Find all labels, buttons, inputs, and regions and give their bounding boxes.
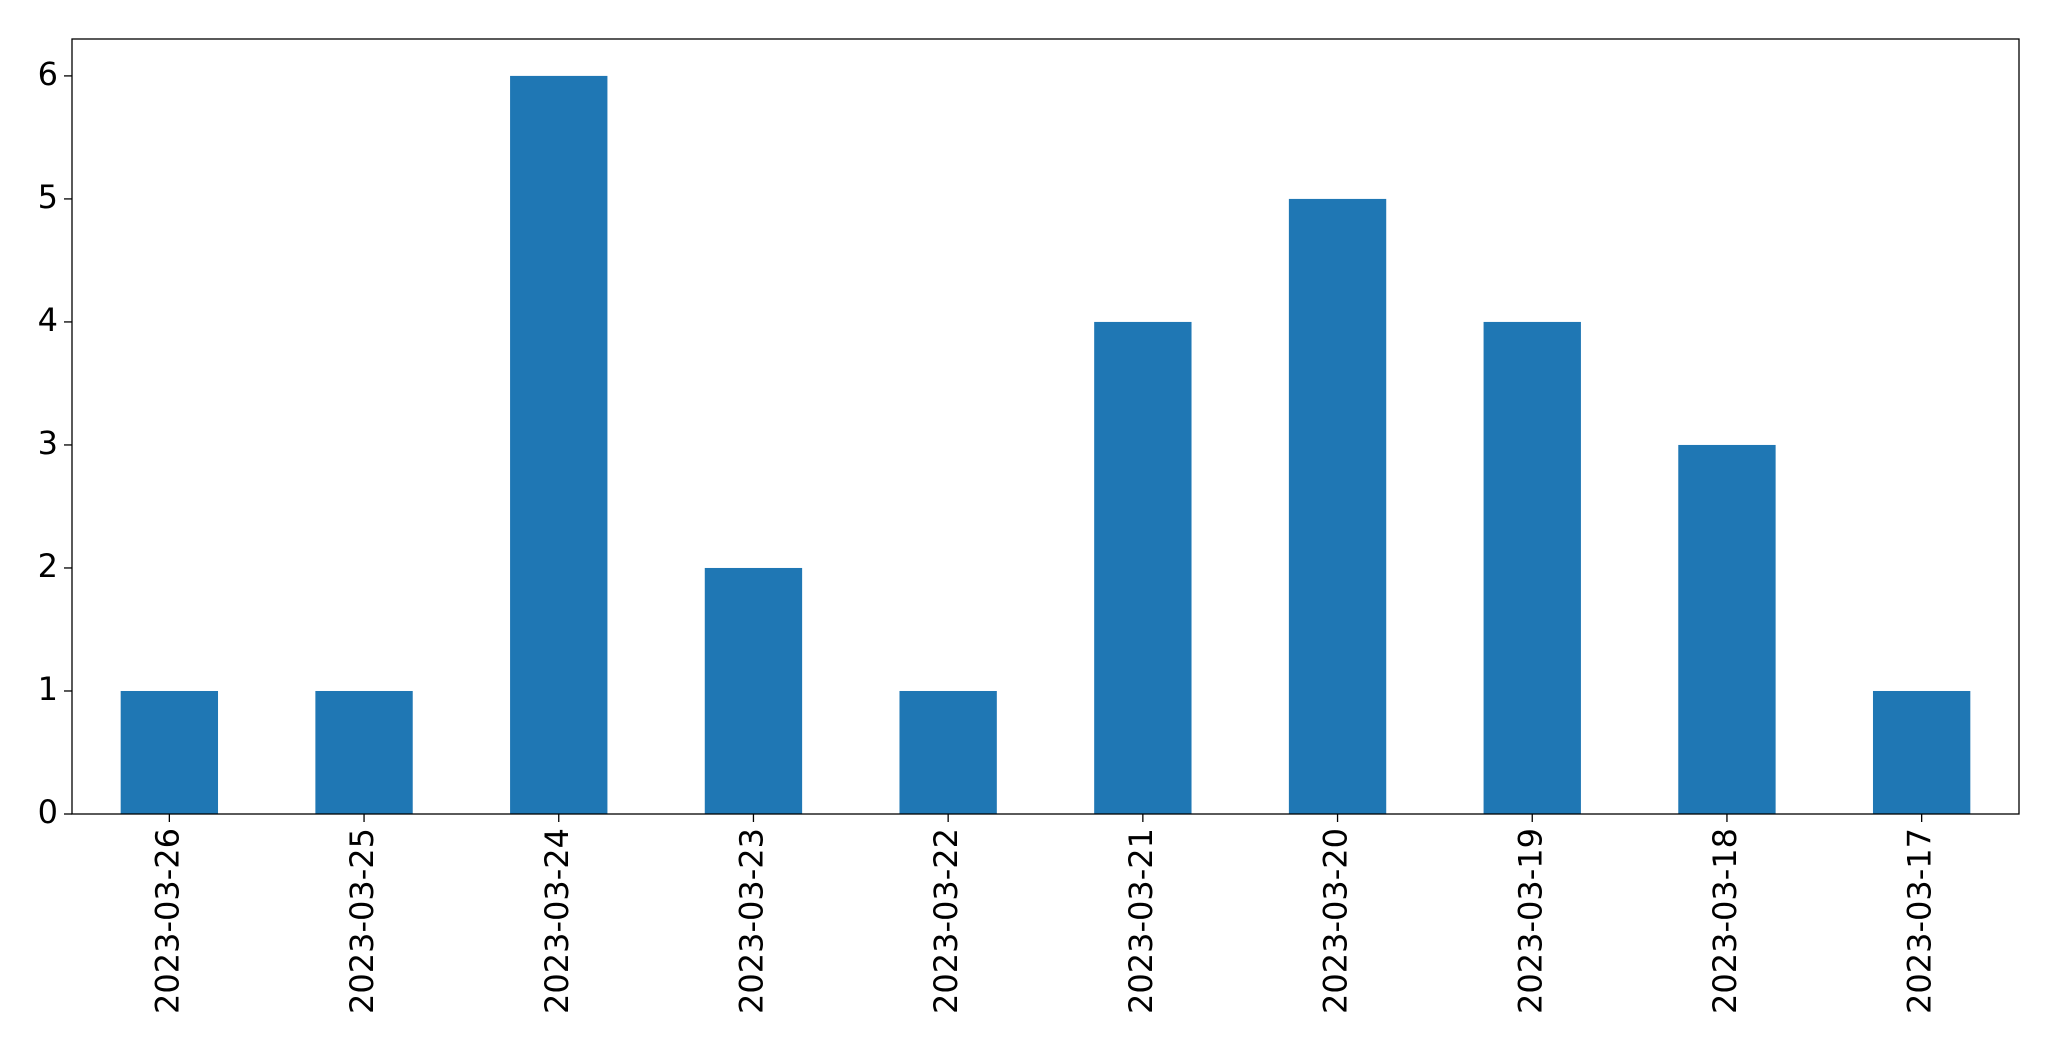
x-tick-label: 2023-03-17 [1901,828,1939,1014]
bar [1483,321,1581,814]
bar [899,690,997,814]
x-tick-label: 2023-03-26 [148,828,186,1014]
y-tick-label: 0 [38,793,58,831]
x-tick-label: 2023-03-19 [1511,828,1549,1014]
bar [510,75,608,814]
x-tick-label: 2023-03-24 [538,828,576,1014]
bar [1678,444,1776,814]
x-tick-label: 2023-03-20 [1317,828,1355,1014]
bar [1288,198,1387,814]
x-tick-label: 2023-03-18 [1706,828,1744,1014]
y-tick-label: 3 [38,424,58,462]
bar [1872,690,1971,814]
x-tick-label: 2023-03-22 [927,828,965,1014]
bar [704,567,803,814]
y-tick-label: 5 [38,178,58,216]
x-tick-label: 2023-03-23 [732,828,770,1014]
y-tick-label: 1 [38,670,58,708]
bar [1094,321,1192,814]
y-tick-label: 6 [38,55,58,93]
bar [315,690,413,814]
plot-frame [71,38,2020,815]
y-tick-label: 2 [38,547,58,585]
x-tick-label: 2023-03-21 [1122,828,1160,1014]
y-tick-label: 4 [38,301,58,339]
x-tick-label: 2023-03-25 [343,828,381,1014]
bar [120,690,219,814]
